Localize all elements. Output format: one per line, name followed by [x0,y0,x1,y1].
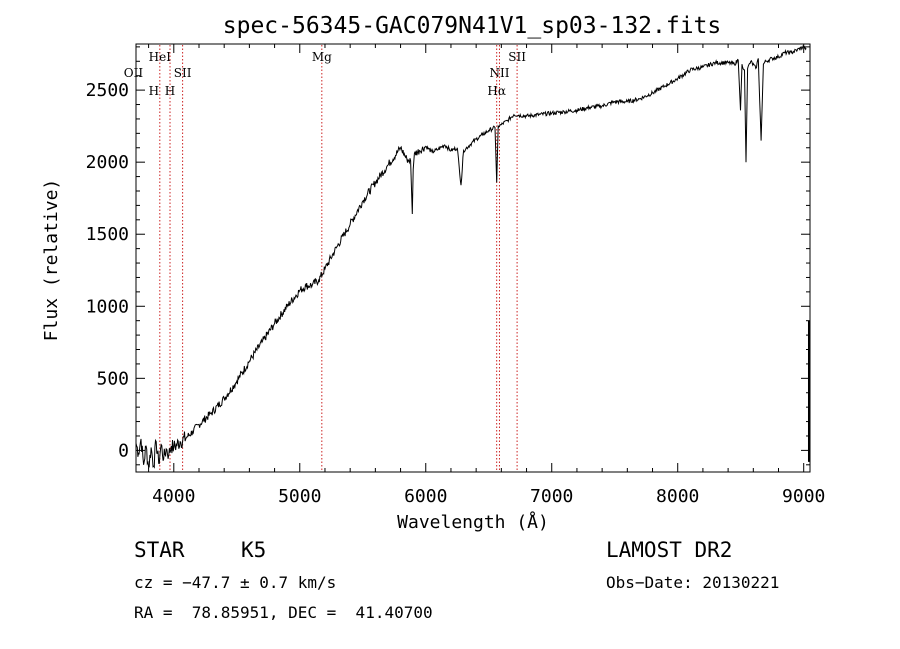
x-tick-label: 9000 [782,486,825,507]
axis-ticks: 4000 5000 6000 7000 8000 9000 0 500 1000 1500 2000… [86,44,825,507]
x-tick-label: 6000 [404,486,447,507]
chart-title: spec-56345-GAC079N41V1_sp03-132.fits [223,13,722,39]
marker-label: SII [508,50,526,64]
x-tick-label: 7000 [530,486,573,507]
marker-label: NII [489,66,509,80]
y-axis-label: Flux (relative) [41,179,62,342]
y-tick-label: 0 [118,440,129,461]
y-tick-label: 500 [96,368,129,389]
y-tick-label: 2500 [86,80,129,101]
survey-name: LAMOST DR2 [606,538,733,562]
observation-date: Obs−Date: 20130221 [606,573,780,592]
object-subclass: K5 [241,538,267,562]
spectrum [135,44,810,470]
line-markers: OII H HeI H SII Mg NII Hα SII [124,45,526,471]
x-axis-label: Wavelength (Å) [397,511,549,533]
y-tick-label: 1500 [86,224,129,245]
y-tick-label: 1000 [86,296,129,317]
marker-label: HeI [149,50,172,64]
x-tick-label: 4000 [152,486,195,507]
redshift-value: cz = −47.7 ± 0.7 km/s [134,573,337,592]
object-class: STAR [134,538,185,562]
x-tick-label: 8000 [656,486,699,507]
marker-label: H [149,84,159,98]
marker-label: Mg [312,50,332,64]
marker-label: SII [174,66,192,80]
y-tick-label: 2000 [86,152,129,173]
marker-label: Hα [487,84,506,98]
marker-label: H [165,84,175,98]
coordinates: RA = 78.85951, DEC = 41.40700 [134,603,433,622]
plot-frame [135,43,811,473]
marker-label: OII [124,66,144,80]
spectrum-line [135,44,807,470]
x-tick-label: 5000 [278,486,321,507]
